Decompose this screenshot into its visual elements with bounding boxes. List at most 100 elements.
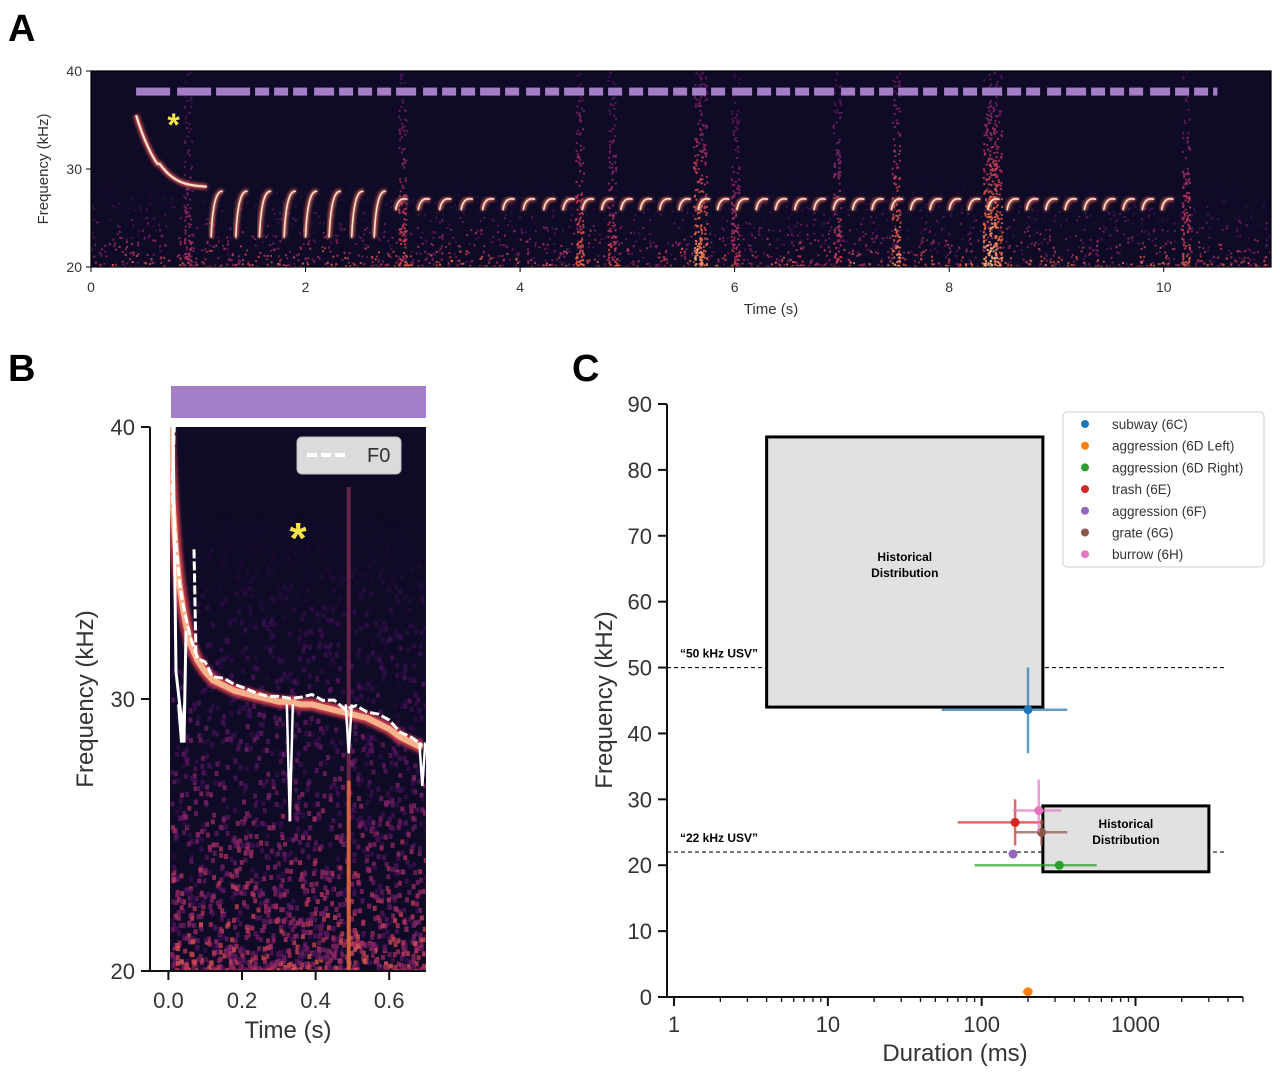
noise-pixel [130,237,133,240]
noise-pixel [1206,205,1209,208]
noise-pixel [1066,249,1069,252]
noise-pixel [417,259,420,262]
noise-pixel [416,697,421,703]
noise-pixel [186,252,189,255]
noise-pixel [1239,235,1242,238]
noise-pixel [1180,228,1183,231]
noise-pixel [1119,213,1122,215]
noise-pixel [1102,230,1105,233]
noise-pixel [292,692,297,698]
streak-pixel [738,250,741,253]
streak-pixel [896,84,899,87]
noise-pixel [386,252,389,255]
streak-pixel [896,214,899,217]
streak-pixel [990,184,993,186]
noise-pixel [311,258,314,261]
streak-pixel [731,201,733,204]
noise-pixel [1266,264,1269,267]
streak-pixel [997,221,1000,223]
noise-pixel [529,258,532,261]
noise-pixel [262,964,267,970]
noise-pixel [1142,260,1145,263]
streak-pixel [737,238,740,241]
noise-pixel [359,237,362,239]
noise-pixel [1249,259,1252,261]
noise-pixel [731,228,734,231]
streak-pixel [403,233,406,236]
noise-pixel [115,263,118,266]
streak-pixel [576,201,578,204]
streak-pixel [834,227,837,230]
noise-pixel [357,254,360,257]
noise-pixel [332,181,335,184]
streak-pixel [183,140,186,143]
streak-pixel [579,216,582,219]
noise-pixel [598,241,601,244]
streak-pixel [399,258,402,261]
noise-pixel [412,663,417,669]
noise-pixel [325,235,327,238]
noise-pixel [630,262,633,265]
noise-pixel [419,252,422,255]
streak-pixel [191,140,194,143]
noise-pixel [374,258,377,261]
noise-pixel [616,240,619,243]
noise-pixel [707,215,710,218]
noise-pixel [1015,264,1018,267]
noise-pixel [378,251,380,254]
noise-pixel [241,231,244,234]
streak-pixel [997,165,1000,168]
noise-pixel [938,205,941,208]
noise-pixel [513,189,516,192]
noise-pixel [335,678,340,684]
noise-pixel [1082,265,1085,267]
streak-pixel [188,225,191,228]
noise-pixel [409,849,414,855]
noise-pixel [1020,249,1023,252]
streak-pixel [835,252,837,255]
noise-pixel [1144,179,1147,182]
streak-pixel [615,167,618,169]
noise-pixel [898,230,901,233]
noise-pixel [140,210,142,212]
noise-pixel [233,514,238,520]
noise-pixel [313,231,316,234]
streak-pixel [895,163,898,166]
streak-pixel [575,196,578,199]
streak-pixel [735,264,738,267]
noise-pixel [378,258,381,261]
noise-pixel [299,956,304,962]
noise-pixel [967,240,970,242]
noise-pixel [270,192,273,195]
noise-pixel [413,920,418,926]
streak-pixel [893,239,896,242]
noise-pixel [1251,211,1254,214]
noise-pixel [361,219,364,222]
streak-pixel [839,98,842,101]
noise-pixel [404,235,407,238]
noise-pixel [201,261,204,264]
streak-pixel [398,208,401,211]
noise-pixel [137,230,140,233]
noise-pixel [415,908,420,914]
noise-pixel [620,242,623,244]
streak-pixel [609,227,612,230]
streak-pixel [986,173,989,176]
noise-pixel [724,244,727,247]
call-bar-segment [711,87,726,96]
noise-pixel [545,262,548,265]
noise-pixel [307,721,312,727]
noise-pixel [766,237,769,240]
noise-pixel [184,733,189,739]
noise-pixel [1113,265,1116,267]
streak-pixel [732,131,735,134]
noise-pixel [527,262,530,265]
noise-pixel [1096,245,1099,248]
streak-pixel [575,150,578,153]
noise-pixel [904,258,907,261]
noise-pixel [1106,194,1109,197]
streak-pixel [575,218,578,221]
panel-label-b: B [8,348,36,390]
noise-pixel [827,233,830,235]
noise-pixel [919,209,922,212]
